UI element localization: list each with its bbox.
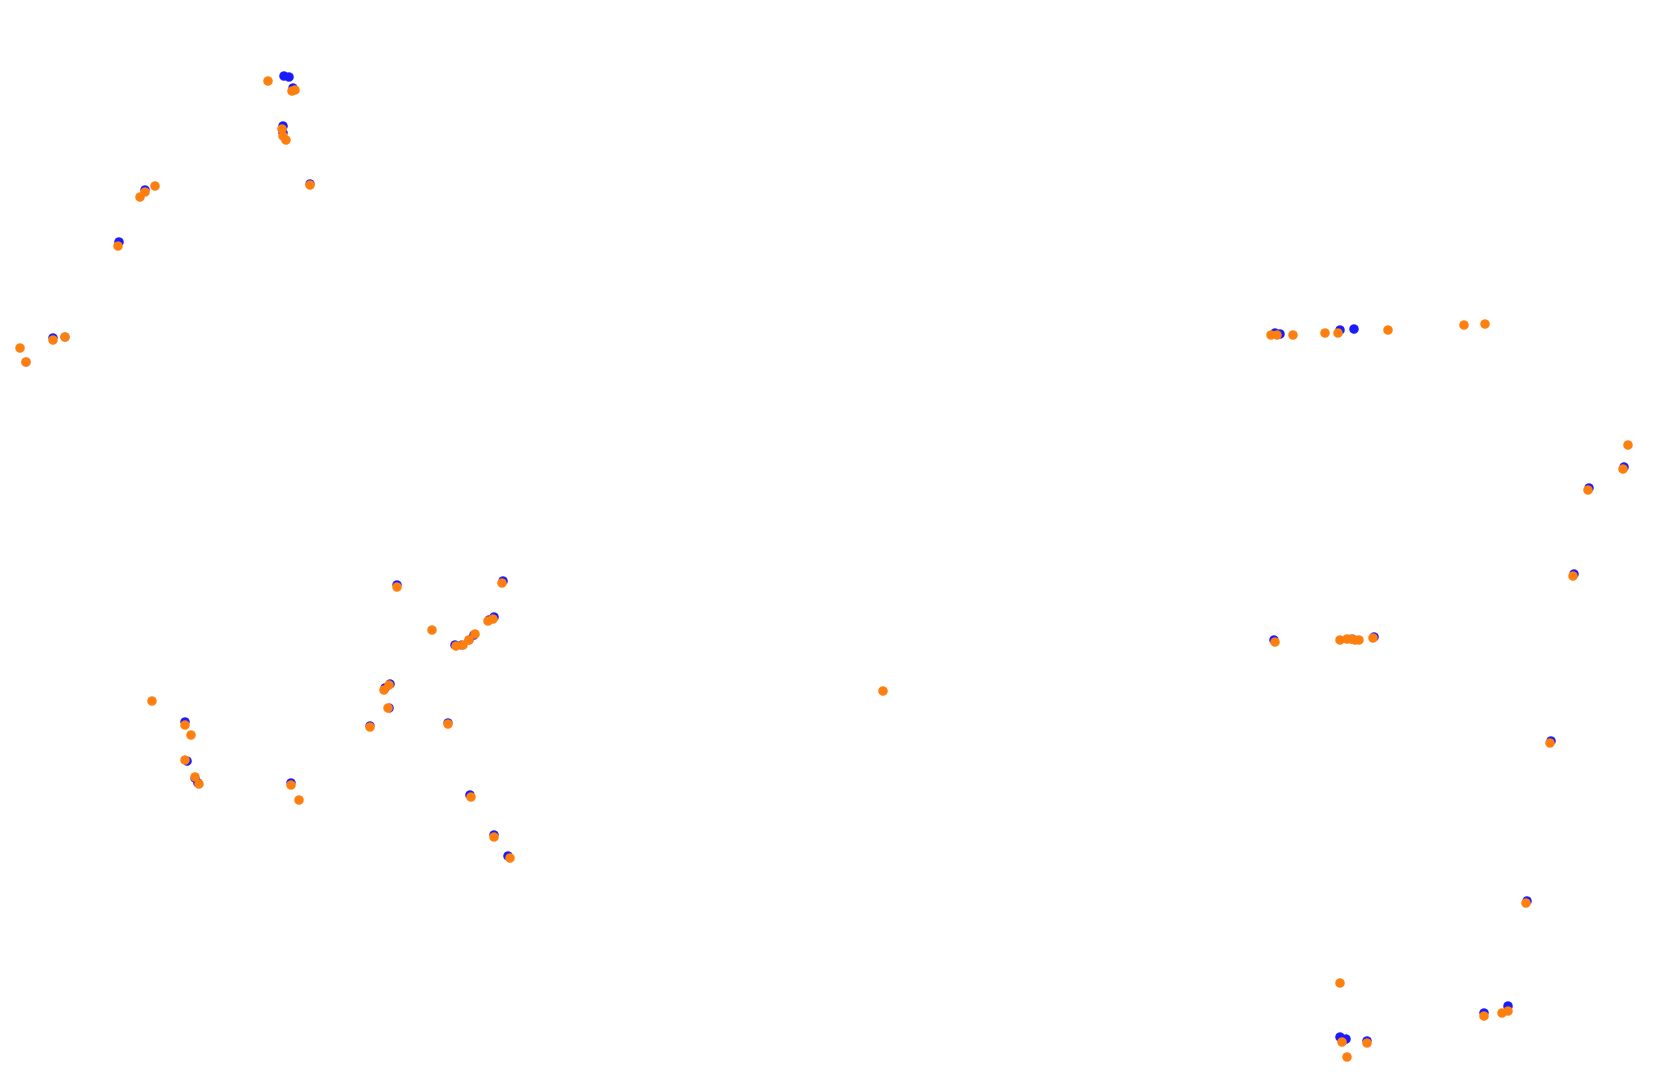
series-2-point xyxy=(466,792,476,802)
series-2-point xyxy=(180,755,190,765)
series-2-point xyxy=(1288,330,1298,340)
series-2 xyxy=(15,76,1633,1062)
series-2-point xyxy=(384,680,394,690)
series-2-point xyxy=(113,241,123,251)
series-2-point xyxy=(1342,1052,1352,1062)
series-2-point xyxy=(488,614,498,624)
series-2-point xyxy=(194,779,204,789)
series-2-point xyxy=(1521,898,1531,908)
series-2-point xyxy=(1368,633,1378,643)
series-2-point xyxy=(305,180,315,190)
series-2-point xyxy=(48,335,58,345)
series-2-point xyxy=(190,772,200,782)
series-2-point xyxy=(180,720,190,730)
series-2-point xyxy=(294,795,304,805)
series-2-point xyxy=(1618,464,1628,474)
series-2-point xyxy=(470,629,480,639)
series-1 xyxy=(21,71,1629,1046)
series-2-point xyxy=(497,578,507,588)
series-2-point xyxy=(186,730,196,740)
series-2-point xyxy=(1354,635,1364,645)
series-2-point xyxy=(1583,485,1593,495)
series-2-point xyxy=(277,124,287,134)
series-1-point xyxy=(1349,324,1359,334)
series-2-point xyxy=(150,181,160,191)
series-2-point xyxy=(1623,440,1633,450)
series-2-point xyxy=(451,641,461,651)
series-2-point xyxy=(21,357,31,367)
series-2-point xyxy=(263,76,273,86)
series-2-point xyxy=(1568,571,1578,581)
series-2-point xyxy=(1270,637,1280,647)
series-2-point xyxy=(1479,1011,1489,1021)
series-2-point xyxy=(1333,328,1343,338)
series-2-point xyxy=(60,332,70,342)
series-2-point xyxy=(427,625,437,635)
series-2-point xyxy=(365,722,375,732)
series-2-point xyxy=(1503,1006,1513,1016)
series-2-point xyxy=(443,719,453,729)
series-1-point xyxy=(284,72,294,82)
series-2-point xyxy=(1272,330,1282,340)
series-2-point xyxy=(1383,325,1393,335)
series-2-point xyxy=(878,686,888,696)
series-2-point xyxy=(464,635,474,645)
series-2-point xyxy=(15,343,25,353)
series-2-point xyxy=(1362,1038,1372,1048)
series-2-point xyxy=(140,187,150,197)
series-2-point xyxy=(1545,738,1555,748)
series-2-point xyxy=(1335,635,1345,645)
series-2-point xyxy=(290,85,300,95)
series-2-point xyxy=(1335,978,1345,988)
series-2-point xyxy=(286,780,296,790)
series-2-point xyxy=(1320,328,1330,338)
series-layer xyxy=(15,71,1633,1062)
series-2-point xyxy=(281,135,291,145)
series-2-point xyxy=(1337,1037,1347,1047)
series-2-point xyxy=(505,853,515,863)
series-2-point xyxy=(147,696,157,706)
series-2-point xyxy=(383,703,393,713)
series-2-point xyxy=(1459,320,1469,330)
series-2-point xyxy=(392,582,402,592)
series-2-point xyxy=(1480,319,1490,329)
series-2-point xyxy=(489,832,499,842)
